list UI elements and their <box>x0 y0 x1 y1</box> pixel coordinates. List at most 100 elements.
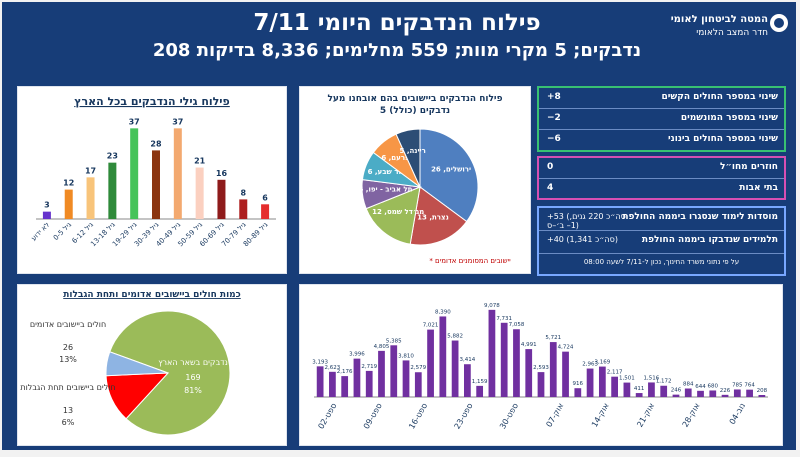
data-label: 1,516 <box>644 375 660 381</box>
bar <box>672 394 680 397</box>
bar <box>537 372 545 397</box>
status-label: בתי אבות <box>739 183 778 193</box>
bar <box>733 389 741 397</box>
bar <box>195 167 204 219</box>
bar <box>648 382 655 397</box>
data-label: 8,390 <box>435 309 451 315</box>
slice-label: ירושלים, 26 <box>431 165 471 173</box>
bar <box>378 350 385 397</box>
x-tick-label: 28-אוק <box>681 402 702 429</box>
x-tick-label: 23-ספט <box>453 402 475 431</box>
x-tick-label: 04-נוב <box>728 402 747 426</box>
bar <box>316 366 324 397</box>
bar <box>525 349 533 397</box>
x-tick-label: 07-אוק <box>544 402 565 429</box>
status-value: −2 <box>547 113 561 123</box>
bar <box>574 388 582 397</box>
slice-label: ריינה, 5 <box>400 147 426 155</box>
slice-label: תל אביב - יפו, 6 <box>358 185 412 193</box>
daily-cases-panel: 3,193 2,623 2,176 3,996 2,719 4,805 5,385 3,810… <box>299 284 783 446</box>
page-title: פילוח הנדבקים היומי 7/11 <box>253 10 541 36</box>
bar <box>476 385 484 397</box>
eye-logo-icon <box>770 14 788 32</box>
data-label: 12 <box>63 179 74 188</box>
status-value: +8 <box>547 92 561 102</box>
data-label: 2,176 <box>337 369 353 375</box>
bar <box>64 189 73 219</box>
data-label: 3,996 <box>349 352 365 358</box>
slice-label: חולים ביישובים תחת הגבלות <box>20 383 115 392</box>
x-tick-label: 09-ספט <box>362 402 384 431</box>
status-value: 4 <box>547 183 554 193</box>
data-label: 1,172 <box>656 379 672 385</box>
slice-value: 169 <box>185 373 200 382</box>
bar <box>684 388 692 397</box>
slice-label: נדבקים בשאר הארץ <box>158 358 228 367</box>
status-row: −6 שינוי במספר החולים בינוני <box>539 130 784 150</box>
bar <box>500 322 508 397</box>
status-label: חוזרים מחו״ל <box>720 162 778 172</box>
bar <box>402 360 410 397</box>
data-label: 3,193 <box>312 359 328 365</box>
data-label: 7,058 <box>509 322 525 328</box>
data-label: 37 <box>129 117 140 126</box>
homes-status-box: 0 חוזרים מחו״ל 4 בתי אבות <box>537 156 786 200</box>
data-label: 2,593 <box>533 365 549 371</box>
chart-title: פילוח הנדבקים ביישובים בהם אובחנו מעל <box>327 94 502 104</box>
x-tick-label: 30-ספט <box>498 402 520 431</box>
data-label: 246 <box>671 388 682 394</box>
bar <box>427 329 434 397</box>
data-label: 2,117 <box>607 370 623 376</box>
status-label: מוסדות לימוד שנסגרו ביממה החולפת <box>622 212 778 222</box>
bar <box>439 316 447 397</box>
bar <box>86 177 95 219</box>
data-label: 16 <box>216 169 228 178</box>
red-cities-pie-panel: כמות חולים ביישובים אדומים ותחת הגבלות נד… <box>17 284 287 446</box>
bar <box>173 128 182 219</box>
status-row: −2 שינוי במספר המונשמים <box>539 109 784 130</box>
org-name: המטה לביטחון לאומי <box>670 14 768 25</box>
bar <box>365 370 373 397</box>
city-pie-chart: פילוח הנדבקים ביישובים בהם אובחנו מעל 5 נ… <box>327 94 511 265</box>
status-value: +40 (סה״כ 1,341) <box>547 235 618 244</box>
pie-slice <box>365 186 421 245</box>
bar <box>130 128 139 219</box>
data-label: 5,721 <box>545 335 561 341</box>
bar <box>341 376 349 397</box>
chart-title: פילוח גילי הנדבקים בכל הארץ <box>74 95 230 108</box>
status-value: +53 (סה״כ 220 גנים, 1– ב׳–ס) <box>547 212 626 230</box>
data-label: 23 <box>107 152 118 161</box>
data-label: 37 <box>172 117 183 126</box>
status-row: +8 שינוי במספר החולים הקשים <box>539 88 784 109</box>
slice-value: 13 <box>63 406 73 415</box>
data-label: 17 <box>85 166 96 175</box>
pie-slice <box>395 128 421 188</box>
bar <box>623 382 631 397</box>
data-label: 226 <box>720 388 731 394</box>
x-tick-label: 21-אוק <box>635 402 656 429</box>
data-label: 21 <box>194 157 206 166</box>
chart-title: כמות חולים ביישובים אדומים ותחת הגבלות <box>63 290 241 300</box>
red-cities-pie-chart: כמות חולים ביישובים אדומים ותחת הגבלות נד… <box>20 290 241 436</box>
data-label: 1,501 <box>619 376 635 382</box>
page-subtitle: 208 נדבקים; 5 מקרי מוות; 559 מחלימים; 8,… <box>152 40 642 61</box>
chart-note: * יישובים המסומנים אדומים <box>429 257 511 265</box>
x-tick-label: 02-ספט <box>316 402 338 431</box>
data-label: 2,719 <box>361 364 377 370</box>
slice-label: באר שבע, 6 <box>368 168 408 176</box>
status-label: שינוי במספר החולים הקשים <box>661 92 778 102</box>
status-row: 4 בתי אבות <box>539 179 784 199</box>
bar <box>152 150 160 219</box>
status-row: +53 (סה״כ 220 גנים, 1– ב׳–ס) מוסדות לימו… <box>539 208 784 231</box>
education-note: על פי נתוני משרד החינוך, נכון ל-7/11 לשע… <box>583 258 740 266</box>
bar <box>390 345 398 397</box>
status-row: 0 חוזרים מחו״ל <box>539 158 784 179</box>
slice-value: 26 <box>63 343 73 352</box>
data-label: 3,810 <box>398 353 414 359</box>
status-value: −6 <box>547 134 561 144</box>
slice-percent: 81% <box>184 386 202 395</box>
status-label: שינוי במספר המונשמים <box>680 113 778 123</box>
bar <box>611 376 618 397</box>
bar <box>451 340 459 397</box>
